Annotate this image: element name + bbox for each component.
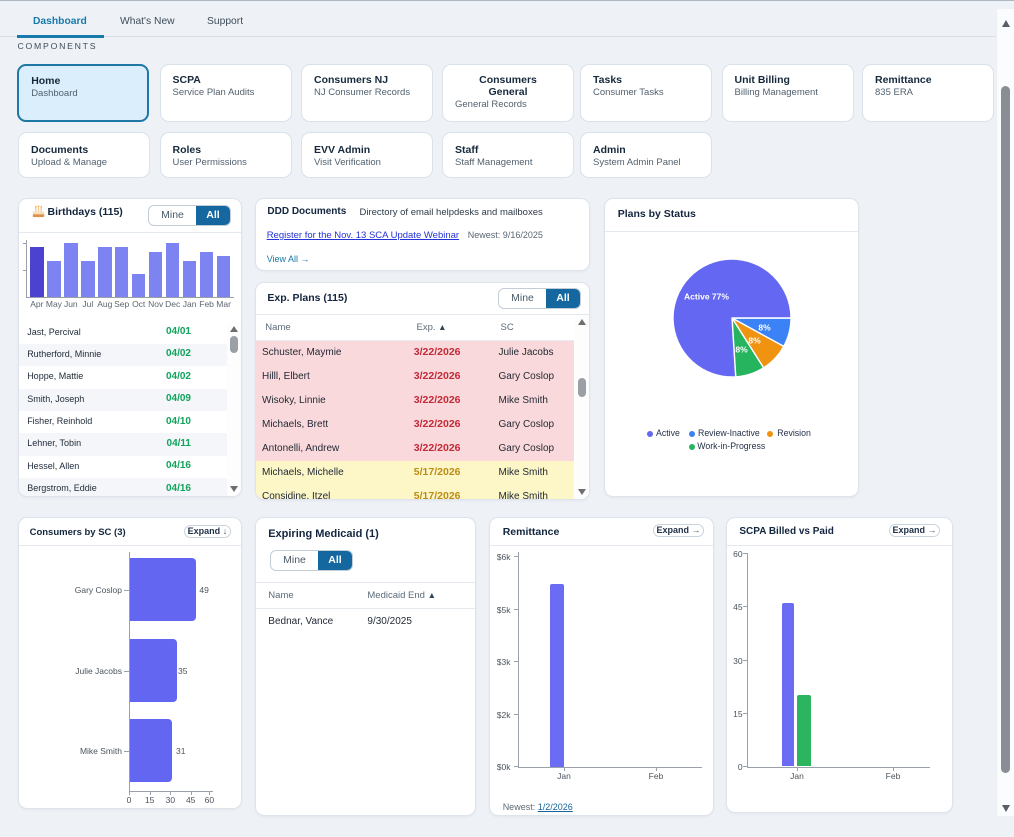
svg-text:8%: 8% bbox=[735, 345, 748, 355]
svg-text:Active 77%: Active 77% bbox=[684, 292, 729, 302]
svg-text:8%: 8% bbox=[758, 323, 771, 333]
svg-text:8%: 8% bbox=[748, 336, 761, 346]
